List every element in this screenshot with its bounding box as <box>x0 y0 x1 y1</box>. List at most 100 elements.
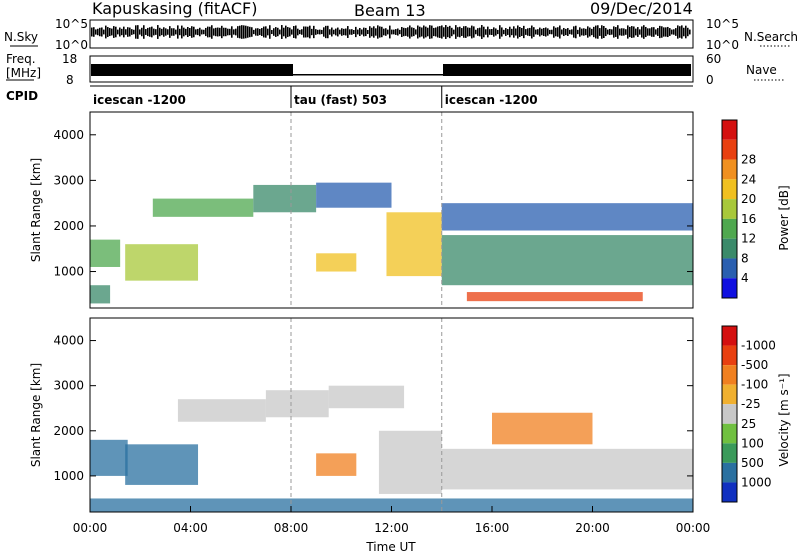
nsky-bar <box>293 26 295 38</box>
nave-bar <box>527 64 529 76</box>
nsky-bar <box>155 29 157 35</box>
nsky-bar <box>475 29 477 35</box>
nave-bar <box>283 64 285 76</box>
nave-bar <box>437 74 439 76</box>
echo-region <box>441 203 693 231</box>
nsky-bar <box>271 29 273 35</box>
nsearch-tick-top: 10^5 <box>706 17 739 31</box>
nave-bar <box>457 64 459 76</box>
nsky-bar <box>343 28 345 36</box>
nsky-bar <box>281 25 283 39</box>
nave-bar <box>555 64 557 76</box>
nsky-bar <box>671 29 673 35</box>
nsky-bar <box>163 27 165 37</box>
nave-bar <box>295 74 297 76</box>
freq-panel: Freq. [MHz] 18 8 60 0 Nave <box>6 52 784 87</box>
nave-bar <box>663 64 665 76</box>
nsky-bar <box>431 25 433 39</box>
nsky-bar <box>259 28 261 36</box>
nsky-bar <box>173 28 175 36</box>
nave-bar <box>231 64 233 76</box>
nsky-bar <box>589 27 591 37</box>
nave-bar <box>611 64 613 76</box>
y-tick-label: 4000 <box>53 128 84 142</box>
nave-bar <box>563 64 565 76</box>
nave-bar <box>591 64 593 76</box>
nave-bar <box>637 64 639 76</box>
nsky-bar <box>143 25 145 39</box>
nsky-bar <box>413 27 415 37</box>
nave-bar <box>147 64 149 76</box>
nave-bar <box>577 64 579 76</box>
nsky-bar <box>361 29 363 35</box>
nsky-bar <box>99 27 101 37</box>
nsky-bar <box>503 29 505 35</box>
nave-bar <box>509 64 511 76</box>
nave-bar <box>99 64 101 76</box>
nave-bar <box>153 64 155 76</box>
nave-bar <box>621 64 623 76</box>
colorbar-swatch <box>722 278 737 298</box>
nsky-bar <box>349 29 351 35</box>
nave-bar <box>149 64 151 76</box>
nave-bar <box>93 64 95 76</box>
station-title: Kapuskasing (fitACF) <box>92 0 257 18</box>
nsky-bar <box>355 26 357 38</box>
echo-region <box>90 239 121 267</box>
nsky-bar <box>121 28 123 36</box>
nsky-bar <box>553 26 555 38</box>
nave-bar <box>359 74 361 76</box>
nave-bar <box>115 64 117 76</box>
colorbar-tick-label: 24 <box>741 172 756 186</box>
nave-bar <box>245 64 247 76</box>
nave-bar <box>129 64 131 76</box>
nave-bar <box>561 64 563 76</box>
nave-bar <box>455 64 457 76</box>
nave-bar <box>653 64 655 76</box>
nsky-bar <box>423 25 425 39</box>
nave-bar <box>101 64 103 76</box>
nsky-panel: N.Sky 10^5 10^0 10^5 10^0 N.Search <box>4 17 798 52</box>
x-tick-label: 12:00 <box>374 521 409 535</box>
nave-bar <box>369 74 371 76</box>
nsky-bar <box>481 25 483 39</box>
nsky-bar <box>309 25 311 39</box>
nave-bar <box>589 64 591 76</box>
nave-bar <box>451 64 453 76</box>
nave-bar <box>335 74 337 76</box>
nave-bar <box>503 64 505 76</box>
nave-bar <box>649 64 651 76</box>
colorbar-frame <box>721 119 738 299</box>
nave-bar <box>679 64 681 76</box>
nsky-bar <box>653 27 655 37</box>
nsky-bar <box>117 29 119 35</box>
nave-bar <box>239 64 241 76</box>
nsky-bar <box>667 26 669 38</box>
nave-bar <box>103 64 105 76</box>
nsky-bar <box>491 28 493 36</box>
nsky-bar <box>575 25 577 39</box>
nsky-bar <box>633 26 635 38</box>
nave-bar <box>221 64 223 76</box>
nave-bar <box>205 64 207 76</box>
nsky-bar <box>187 26 189 38</box>
nsky-bar <box>241 25 243 39</box>
nave-bar <box>427 74 429 76</box>
time-xlabel: Time UT <box>365 540 416 554</box>
nsky-bar <box>179 28 181 36</box>
echo-region <box>316 453 357 476</box>
nsky-bar <box>647 28 649 36</box>
nsky-bar <box>447 26 449 38</box>
nave-bar <box>227 64 229 76</box>
nave-bar <box>423 74 425 76</box>
nsky-bar <box>551 29 553 35</box>
nsky-bar <box>243 25 245 39</box>
nave-bar <box>145 64 147 76</box>
nsky-bar <box>623 28 625 36</box>
nsky-bar <box>583 28 585 36</box>
nave-bar <box>601 64 603 76</box>
nsky-bar <box>91 27 93 37</box>
nsky-series <box>91 25 691 39</box>
nsky-bar <box>385 28 387 36</box>
nsky-bar <box>285 25 287 39</box>
